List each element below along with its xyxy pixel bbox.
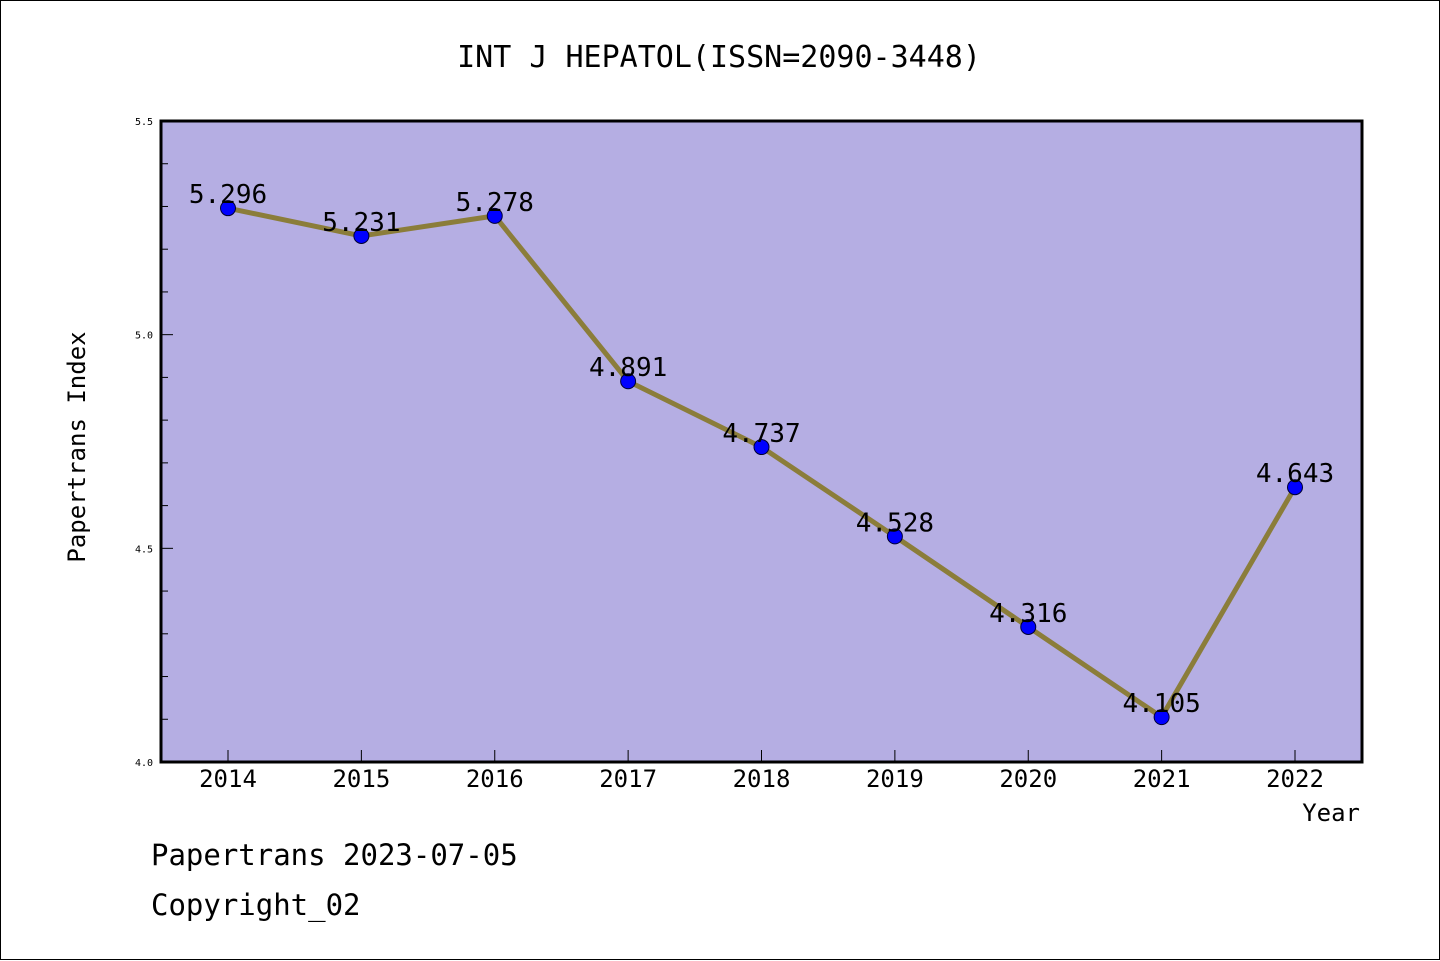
- y-tick-label: 4.5: [135, 544, 153, 555]
- y-axis-label: Papertrans Index: [63, 331, 91, 562]
- y-tick-label: 5.0: [135, 331, 153, 342]
- data-point-marker: [1020, 618, 1037, 635]
- data-point-marker: [753, 439, 770, 456]
- x-tick-label: 2019: [866, 765, 924, 793]
- x-tick-label: 2021: [1133, 765, 1191, 793]
- chart-title: INT J HEPATOL(ISSN=2090-3448): [457, 40, 981, 75]
- data-label: 4.737: [722, 419, 800, 449]
- data-label: 5.296: [189, 180, 267, 210]
- data-point-marker: [220, 200, 236, 217]
- x-axis-ticks: 2014 2015 2016 2017 2018 2019 2020 2021 2022: [199, 750, 1324, 793]
- data-point-marker: [620, 373, 637, 390]
- data-point-marker: [1153, 709, 1170, 726]
- data-label: 4.528: [856, 508, 934, 538]
- series-group: 5.296 5.231 5.278 4.891 4.737 4.528 4.316 4.105…: [189, 180, 1334, 726]
- x-tick-label: 2020: [999, 765, 1057, 793]
- data-label: 5.231: [322, 208, 400, 238]
- x-axis-label: Year: [1302, 799, 1360, 827]
- y-tick-label: 5.5: [135, 117, 153, 128]
- data-point-marker: [353, 227, 370, 244]
- data-label: 4.643: [1256, 459, 1334, 489]
- data-label: 4.316: [989, 599, 1067, 629]
- x-tick-label: 2014: [199, 765, 257, 793]
- y-axis-ticks: 4.0 4.5 5.0 5.5: [135, 117, 173, 769]
- data-point-marker: [486, 207, 503, 224]
- data-label: 4.105: [1122, 689, 1200, 719]
- x-tick-label: 2018: [733, 765, 791, 793]
- x-tick-label: 2017: [599, 765, 657, 793]
- data-point-marker: [1287, 479, 1303, 496]
- footer-date-text: Papertrans 2023-07-05: [151, 838, 518, 872]
- data-point-marker: [886, 528, 903, 545]
- data-label: 5.278: [456, 188, 534, 218]
- x-tick-label: 2015: [332, 765, 390, 793]
- data-label: 4.891: [589, 353, 667, 383]
- x-tick-label: 2022: [1266, 765, 1324, 793]
- x-tick-label: 2016: [466, 765, 524, 793]
- y-tick-label: 4.0: [135, 758, 153, 769]
- footer-copyright-text: Copyright_02: [151, 888, 361, 923]
